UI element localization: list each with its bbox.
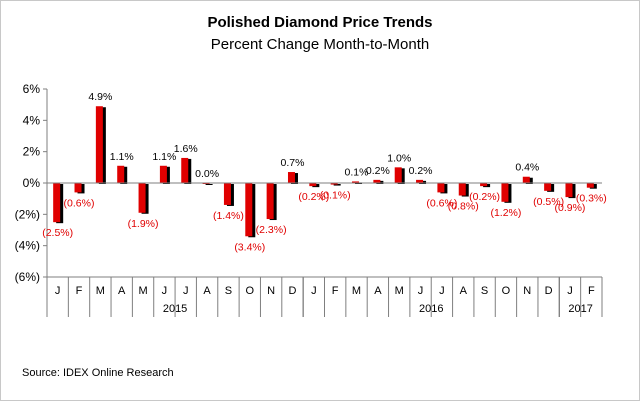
year-label: 2015: [163, 303, 187, 315]
bar: [565, 183, 573, 198]
bar: [458, 183, 466, 196]
x-tick-label: J: [311, 285, 317, 297]
bar: [330, 183, 338, 185]
data-label: (0.6%): [426, 197, 457, 209]
bar: [416, 179, 424, 183]
data-label: 1.6%: [174, 143, 198, 155]
bar: [53, 183, 61, 223]
chart-subtitle: Percent Change Month-to-Month: [210, 36, 430, 53]
year-label: 2016: [419, 303, 443, 315]
data-label: 1.1%: [110, 151, 134, 163]
y-tick-label: (4%): [15, 239, 40, 253]
x-tick-label: F: [76, 285, 83, 297]
x-tick-label: J: [183, 285, 189, 297]
bar: [544, 183, 552, 191]
bar: [522, 176, 530, 183]
data-label: 4.9%: [88, 91, 112, 103]
data-label: (3.4%): [234, 241, 265, 253]
y-tick-label: 4%: [23, 113, 41, 127]
data-label: (0.1%): [320, 190, 351, 202]
bar: [245, 183, 253, 237]
bar: [501, 183, 509, 202]
x-tick-label: J: [55, 285, 61, 297]
x-tick-label: S: [225, 285, 232, 297]
bar: [480, 183, 488, 187]
x-tick-label: N: [267, 285, 275, 297]
data-label: (1.9%): [128, 218, 159, 230]
y-tick-label: (2%): [15, 207, 40, 221]
data-label: (2.5%): [42, 227, 73, 239]
data-label: (0.8%): [448, 201, 479, 213]
y-tick-label: 2%: [23, 145, 41, 159]
bar: [117, 165, 125, 183]
x-tick-label: M: [96, 285, 105, 297]
data-label: (0.5%): [533, 196, 564, 208]
data-label: (0.9%): [555, 202, 586, 214]
data-label: (0.6%): [64, 197, 95, 209]
x-tick-label: M: [395, 285, 404, 297]
x-tick-label: J: [418, 285, 424, 297]
y-tick-label: 6%: [23, 82, 41, 96]
y-tick-label: (6%): [15, 270, 40, 284]
data-label: (0.3%): [576, 193, 607, 205]
x-tick-label: S: [481, 285, 488, 297]
data-label: (2.3%): [256, 224, 287, 236]
x-tick-label: J: [162, 285, 168, 297]
data-label: (0.2%): [298, 191, 329, 203]
x-tick-label: M: [138, 285, 147, 297]
x-tick-label: D: [289, 285, 297, 297]
x-tick-label: A: [118, 285, 126, 297]
x-tick-label: D: [545, 285, 553, 297]
data-label: 1.0%: [387, 152, 411, 164]
x-tick-label: J: [439, 285, 445, 297]
bar: [352, 181, 360, 183]
chart-title: Polished Diamond Price Trends: [207, 14, 433, 31]
x-tick-label: F: [588, 285, 595, 297]
data-label: 0.2%: [409, 165, 433, 177]
bar: [586, 183, 594, 188]
bar: [74, 183, 82, 193]
data-label: (1.2%): [490, 207, 521, 219]
bar: [159, 165, 167, 183]
data-label: 1.1%: [152, 151, 176, 163]
x-tick-label: A: [460, 285, 468, 297]
x-tick-label: M: [352, 285, 361, 297]
bar: [138, 183, 146, 213]
data-label: 0.4%: [515, 162, 539, 174]
chart-source: Source: IDEX Online Research: [22, 367, 174, 379]
bar: [266, 183, 274, 220]
data-label: 0.2%: [366, 165, 390, 177]
bar: [309, 183, 317, 187]
data-label: (1.4%): [213, 210, 244, 222]
bar: [181, 157, 189, 183]
x-tick-label: A: [203, 285, 211, 297]
data-label: 0.7%: [281, 157, 305, 169]
bar-shadow: [333, 184, 341, 186]
x-tick-label: J: [567, 285, 573, 297]
x-tick-label: O: [502, 285, 511, 297]
year-label: 2017: [568, 303, 592, 315]
bar: [287, 172, 295, 183]
x-tick-label: A: [374, 285, 382, 297]
data-label: (0.2%): [469, 191, 500, 203]
x-tick-label: F: [332, 285, 339, 297]
bar: [95, 106, 103, 183]
bar: [437, 183, 445, 193]
x-tick-label: O: [246, 285, 255, 297]
bar: [394, 167, 402, 183]
bar: [223, 183, 231, 205]
x-tick-label: N: [523, 285, 531, 297]
y-tick-label: 0%: [23, 176, 41, 190]
data-label: 0.0%: [195, 168, 219, 180]
data-label: 0.1%: [345, 166, 369, 178]
bar-shadow: [205, 184, 213, 185]
bar: [373, 179, 381, 183]
